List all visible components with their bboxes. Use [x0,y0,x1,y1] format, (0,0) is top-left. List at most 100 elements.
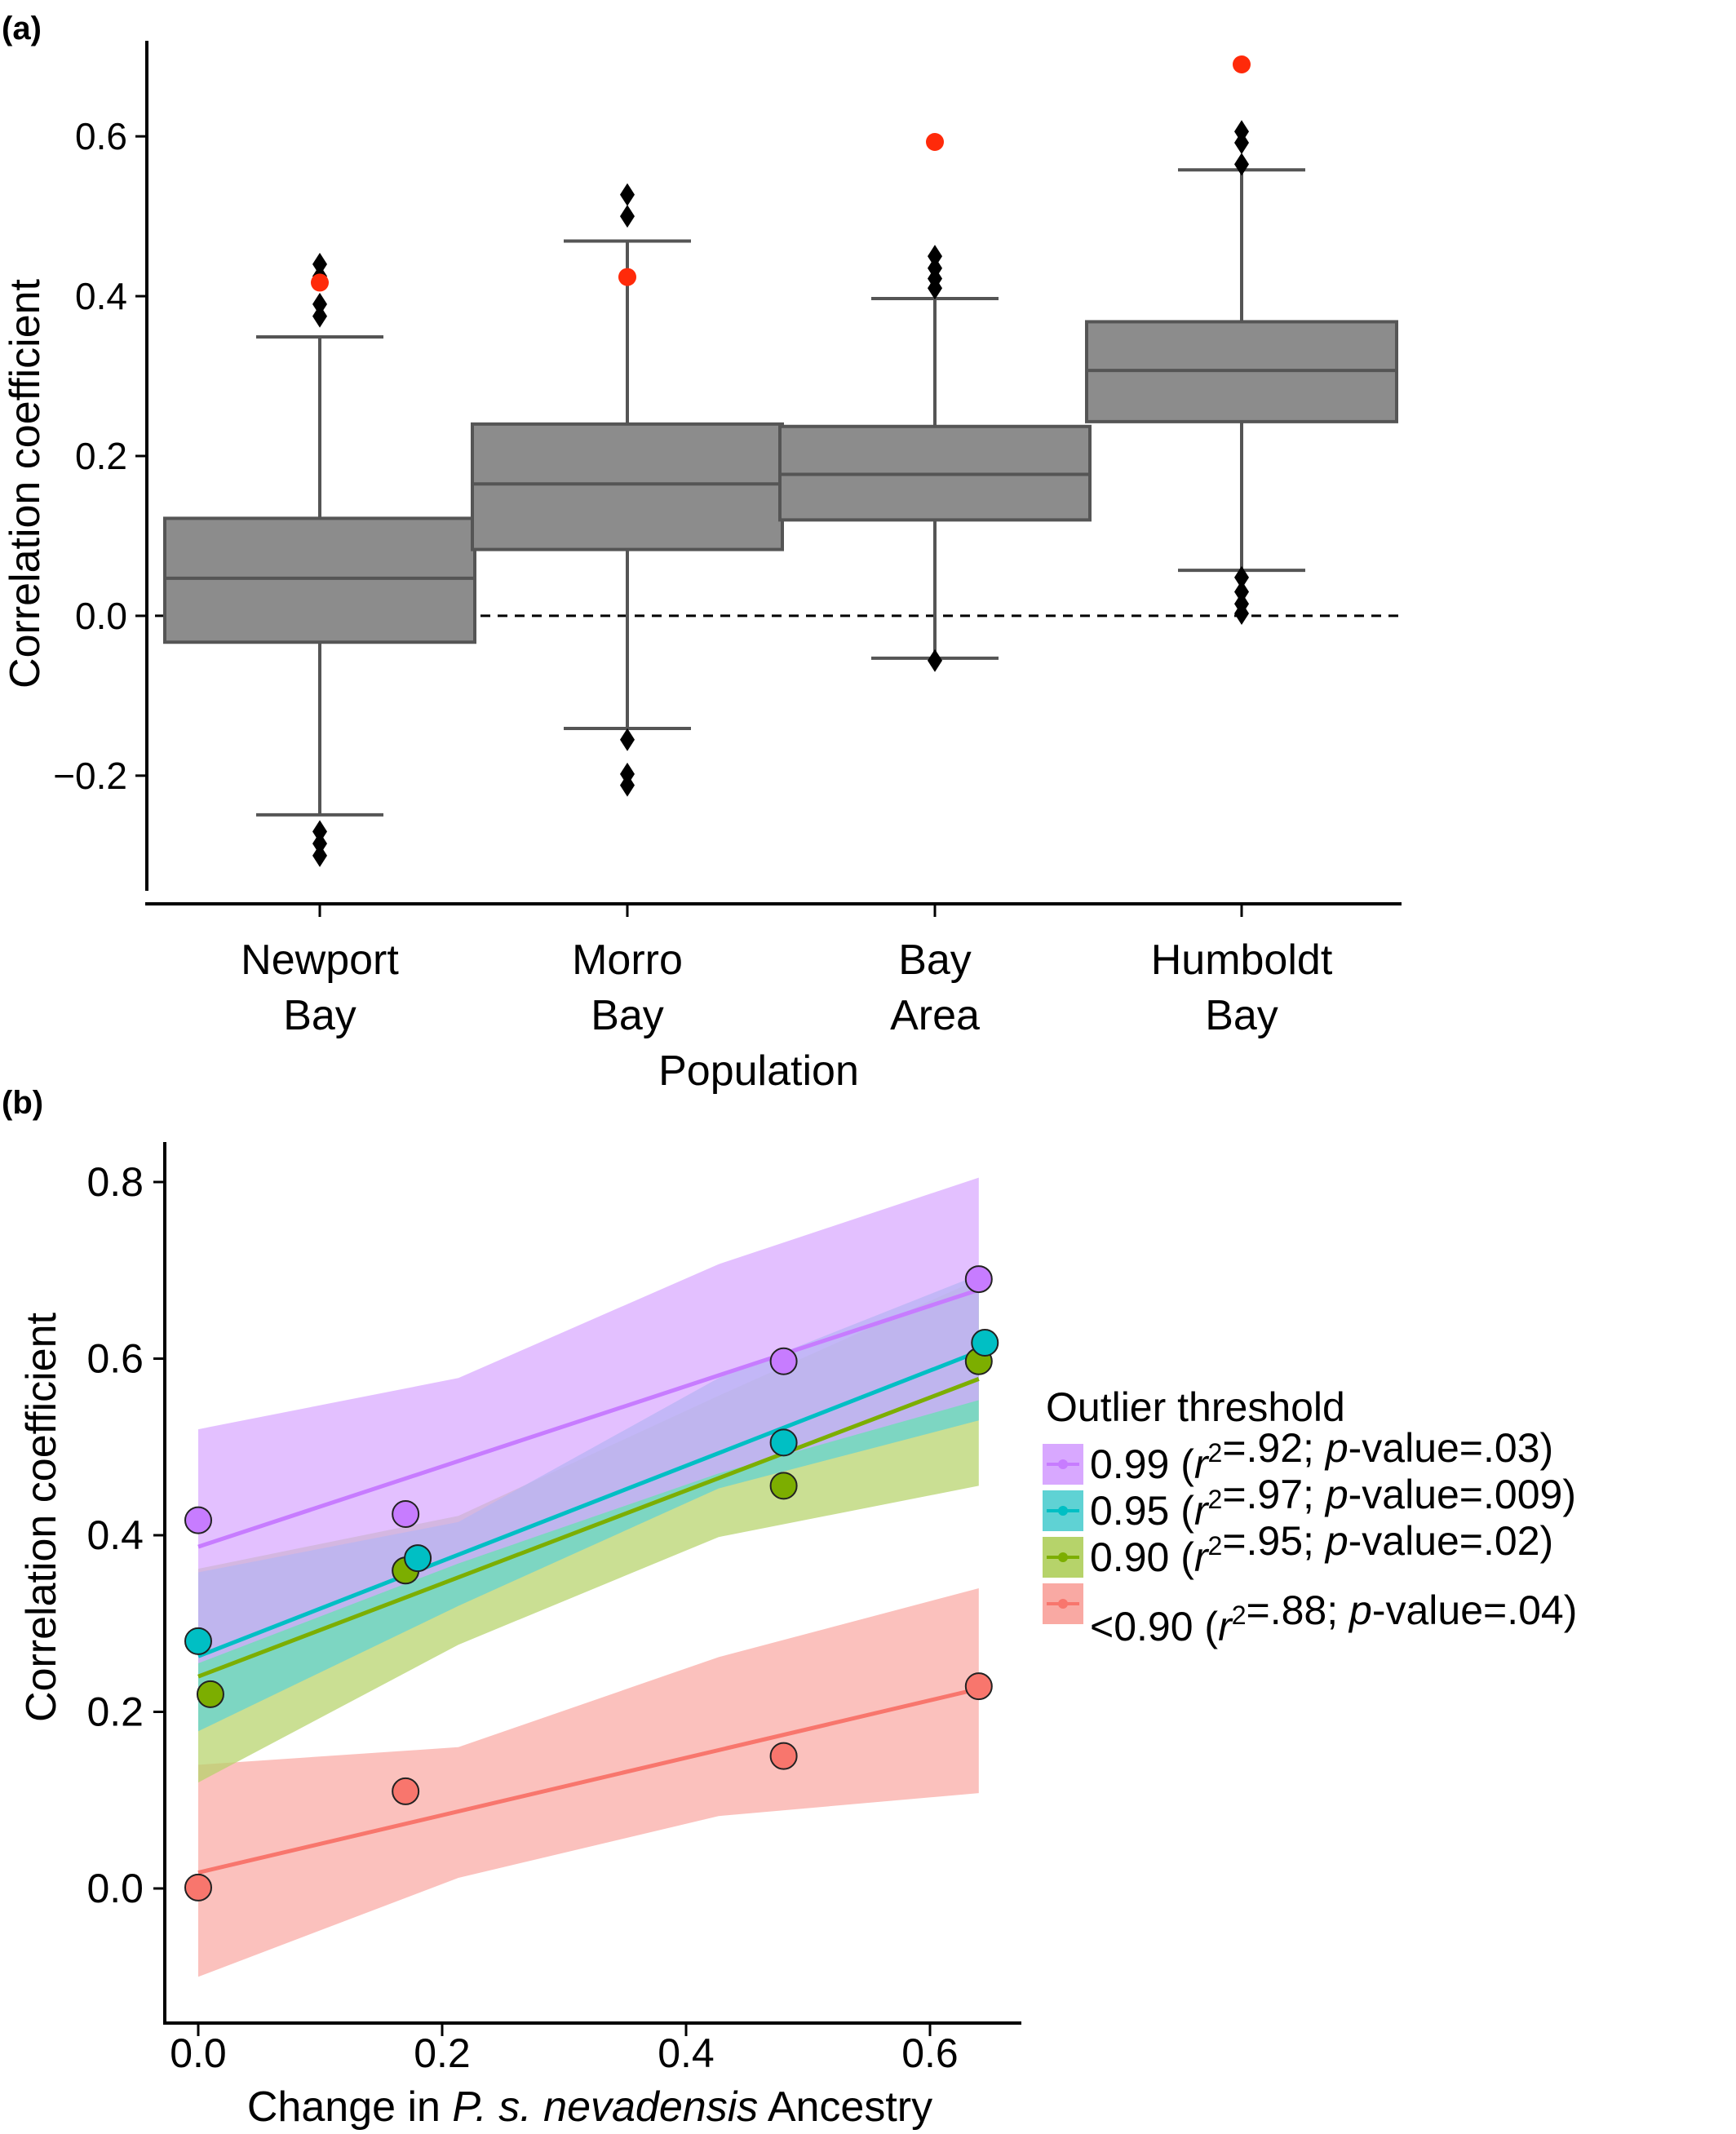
legend-entry-part: p [1348,1587,1372,1633]
x-tick-label: Bay [1205,992,1278,1039]
outlier-marker [312,832,327,856]
x-tick-label: Bay [591,992,664,1039]
legend-entry-part: r [1194,1441,1210,1487]
outlier-marker [312,843,327,867]
panel-a: (a) −0.2 0.0 0.2 0.4 0.6 Newport Bay Morro Bay Ba… [2,11,1402,1095]
legend-entry-part: =.95; [1222,1518,1326,1564]
outlier-marker [312,292,327,316]
x-tick-label: 0.6 [901,2030,959,2076]
panel-a-x-axis-title: Population [658,1047,859,1095]
legend-entry: <0.90 (r2=.88; p-value=.04) [1090,1587,1577,1649]
y-tick-label: 0.4 [75,275,127,317]
legend-entry-part: p [1324,1472,1348,1517]
y-tick-label: 0.2 [86,1689,144,1735]
legend-entry-part: r [1218,1604,1233,1649]
legend-entry: 0.95 (r2=.97; p-value=.009) [1090,1472,1576,1534]
x-tick-label: Humboldt [1151,936,1333,984]
legend-entry-part: =.88; [1247,1587,1350,1633]
legend-entry-part: -value=.02) [1348,1518,1554,1564]
data-point [964,1265,993,1294]
data-point [769,1742,798,1770]
legend-entry-part: r [1194,1534,1210,1580]
x-tick-label: Morro [572,936,683,984]
legend-key-dot [1058,1459,1068,1469]
outlier-marker [620,773,635,797]
x-tick-label: 0.2 [414,2030,471,2076]
outlier-marker [620,728,635,751]
outlier-marker [312,252,327,276]
panel-b-points [184,1265,999,1902]
outlier-marker [928,277,942,300]
box-iqr [163,516,476,644]
x-tick-label: Bay [898,936,972,984]
x-tick-label: Newport [241,936,399,984]
legend: Outlier threshold 0.99 (r2=.92; p-value=… [1043,1384,1577,1649]
legend-entry-part: 2 [1232,1600,1247,1630]
data-point [184,1873,212,1902]
x-axis-title-part-1: Change in [247,2083,453,2131]
legend-entry-part: 2 [1208,1531,1223,1561]
y-tick-label: 0.0 [86,1866,144,1911]
box-iqr [471,422,784,551]
legend-title: Outlier threshold [1046,1384,1345,1430]
legend-entry-part: 2 [1208,1438,1223,1468]
y-tick-label: 0.8 [86,1159,144,1205]
panel-b-fit-lines [197,1287,980,1875]
regression-line [197,1287,980,1549]
y-tick-label: 0.2 [75,435,127,477]
outlier-marker [1234,153,1249,176]
legend-key-dot [1058,1506,1068,1516]
data-point [971,1329,999,1357]
legend-entry: 0.90 (r2=.95; p-value=.02) [1090,1518,1553,1580]
outlier-marker [1234,580,1249,604]
observed-value-dot [1233,55,1251,73]
data-point [392,1777,420,1805]
outlier-marker [1234,601,1249,625]
legend-entry: 0.99 (r2=.92; p-value=.03) [1090,1425,1553,1487]
outlier-marker [312,820,327,843]
data-point [964,1672,993,1701]
box-group [163,252,476,867]
legend-entry-part: 2 [1208,1485,1223,1514]
data-point [769,1428,798,1457]
legend-entry-part: =.97; [1222,1472,1326,1517]
legend-entry-part: 0.95 ( [1090,1488,1194,1534]
regression-line [197,1377,980,1679]
legend-entry-part: =.92; [1222,1425,1326,1471]
box-group [778,133,1092,672]
box-group [1085,55,1398,625]
panel-a-label: (a) [2,11,42,46]
x-tick-label: 0.0 [170,2030,227,2076]
panel-a-boxes [163,55,1398,867]
legend-entry-part: -value=.04) [1372,1587,1578,1633]
observed-value-dot [311,273,329,292]
y-tick-label: −0.2 [53,755,127,797]
panel-b-y-axis-title: Correlation coefficient [18,1312,65,1722]
legend-entry-part: -value=.009) [1348,1472,1576,1517]
legend-key-dot [1058,1599,1068,1609]
data-point [404,1544,432,1573]
data-point [184,1627,212,1655]
x-axis-title-part-3: Ancestry [758,2083,932,2131]
x-axis-title-species: P. s. nevadensis [452,2083,758,2131]
panel-b: (b) 0.0 0.2 0.4 0.6 0.8 0.0 0.2 0.4 0.6 Change i… [2,1085,1577,2131]
observed-value-dot [618,268,636,286]
confidence-band [198,1177,979,1663]
x-tick-label: Bay [283,992,356,1039]
regression-line [197,1686,980,1875]
x-tick-label: 0.4 [658,2030,715,2076]
legend-entry-part: r [1194,1488,1210,1534]
outlier-marker [620,205,635,228]
panel-b-label: (b) [2,1085,43,1121]
panel-b-x-axis-title: Change in P. s. nevadensis Ancestry [247,2083,932,2131]
legend-entry-part: p [1324,1425,1348,1471]
data-point [769,1472,798,1500]
panel-b-confidence-bands [198,1177,979,1977]
data-point [769,1347,798,1375]
data-point [184,1506,212,1534]
legend-key-dot [1058,1552,1068,1562]
legend-entry-part: 0.99 ( [1090,1441,1194,1487]
observed-value-dot [926,133,944,152]
outlier-marker [928,649,942,672]
